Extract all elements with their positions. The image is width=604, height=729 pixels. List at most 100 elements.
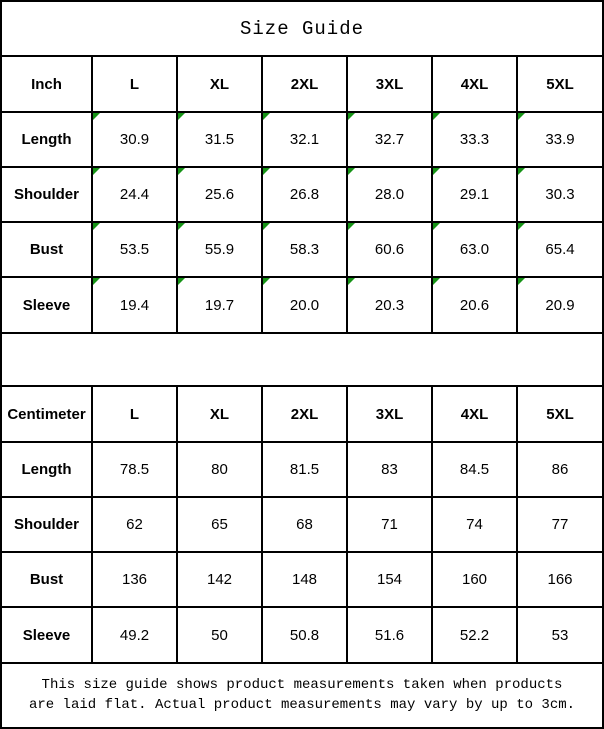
green-corner-triangle-icon <box>93 113 100 120</box>
inch-bust-row: Bust 53.5 55.9 58.3 60.6 63.0 65.4 <box>1 221 603 278</box>
row-label: Sleeve <box>1 606 93 663</box>
measurement-cell: 20.9 <box>516 276 603 333</box>
measurement-cell: 65.4 <box>516 221 603 278</box>
measurement-cell: 74 <box>431 496 518 553</box>
measurement-cell: 83 <box>346 441 433 498</box>
measurement-cell: 32.7 <box>346 111 433 168</box>
measurement-cell: 30.9 <box>91 111 178 168</box>
size-column-header: 4XL <box>431 56 518 113</box>
centimeter-shoulder-row: Shoulder 62 65 68 71 74 77 <box>1 496 603 553</box>
green-corner-triangle-icon <box>518 168 525 175</box>
measurement-cell: 160 <box>431 551 518 608</box>
size-column-header: 5XL <box>516 386 603 443</box>
measurement-cell: 142 <box>176 551 263 608</box>
measurement-cell: 28.0 <box>346 166 433 223</box>
centimeter-bust-row: Bust 136 142 148 154 160 166 <box>1 551 603 608</box>
measurement-cell: 20.6 <box>431 276 518 333</box>
size-column-header: 5XL <box>516 56 603 113</box>
unit-header-centimeter: Centimeter <box>1 386 93 443</box>
measurement-cell: 49.2 <box>91 606 178 663</box>
centimeter-header-row: Centimeter L XL 2XL 3XL 4XL 5XL <box>1 386 603 443</box>
measurement-cell: 77 <box>516 496 603 553</box>
measurement-cell: 33.9 <box>516 111 603 168</box>
green-corner-triangle-icon <box>93 278 100 285</box>
green-corner-triangle-icon <box>263 113 270 120</box>
measurement-cell: 19.4 <box>91 276 178 333</box>
green-corner-triangle-icon <box>348 168 355 175</box>
measurement-cell: 78.5 <box>91 441 178 498</box>
page-title: Size Guide <box>2 2 602 57</box>
measurement-cell: 26.8 <box>261 166 348 223</box>
measurement-cell: 20.0 <box>261 276 348 333</box>
row-label: Shoulder <box>1 166 93 223</box>
measurement-cell: 80 <box>176 441 263 498</box>
size-column-header: 4XL <box>431 386 518 443</box>
size-column-header: XL <box>176 56 263 113</box>
green-corner-triangle-icon <box>178 278 185 285</box>
green-corner-triangle-icon <box>93 223 100 230</box>
green-corner-triangle-icon <box>93 168 100 175</box>
green-corner-triangle-icon <box>433 278 440 285</box>
measurement-cell: 50.8 <box>261 606 348 663</box>
measurement-cell: 84.5 <box>431 441 518 498</box>
measurement-cell: 33.3 <box>431 111 518 168</box>
measurement-cell: 20.3 <box>346 276 433 333</box>
size-column-header: 3XL <box>346 56 433 113</box>
measurement-cell: 63.0 <box>431 221 518 278</box>
measurement-cell: 52.2 <box>431 606 518 663</box>
measurement-cell: 71 <box>346 496 433 553</box>
green-corner-triangle-icon <box>178 113 185 120</box>
row-label: Sleeve <box>1 276 93 333</box>
size-column-header: 3XL <box>346 386 433 443</box>
footer-note: This size guide shows product measuremen… <box>28 676 576 713</box>
measurement-cell: 53 <box>516 606 603 663</box>
inch-size-table: Inch L XL 2XL 3XL 4XL 5XL Length 30.9 31… <box>1 56 603 333</box>
centimeter-size-table: Centimeter L XL 2XL 3XL 4XL 5XL Length 7… <box>1 386 603 663</box>
measurement-cell: 32.1 <box>261 111 348 168</box>
row-label: Length <box>1 441 93 498</box>
measurement-cell: 51.6 <box>346 606 433 663</box>
green-corner-triangle-icon <box>178 223 185 230</box>
measurement-cell: 50 <box>176 606 263 663</box>
measurement-cell: 154 <box>346 551 433 608</box>
green-corner-triangle-icon <box>433 168 440 175</box>
inch-sleeve-row: Sleeve 19.4 19.7 20.0 20.3 20.6 20.9 <box>1 276 603 333</box>
measurement-cell: 166 <box>516 551 603 608</box>
green-corner-triangle-icon <box>518 223 525 230</box>
measurement-cell: 30.3 <box>516 166 603 223</box>
measurement-cell: 19.7 <box>176 276 263 333</box>
inch-header-row: Inch L XL 2XL 3XL 4XL 5XL <box>1 56 603 113</box>
measurement-cell: 24.4 <box>91 166 178 223</box>
spacer-row <box>2 332 602 387</box>
row-label: Shoulder <box>1 496 93 553</box>
centimeter-length-row: Length 78.5 80 81.5 83 84.5 86 <box>1 441 603 498</box>
measurement-cell: 31.5 <box>176 111 263 168</box>
green-corner-triangle-icon <box>263 168 270 175</box>
size-column-header: L <box>91 56 178 113</box>
size-column-header: 2XL <box>261 56 348 113</box>
size-column-header: XL <box>176 386 263 443</box>
inch-shoulder-row: Shoulder 24.4 25.6 26.8 28.0 29.1 30.3 <box>1 166 603 223</box>
row-label: Length <box>1 111 93 168</box>
measurement-cell: 81.5 <box>261 441 348 498</box>
green-corner-triangle-icon <box>348 223 355 230</box>
size-column-header: L <box>91 386 178 443</box>
inch-length-row: Length 30.9 31.5 32.1 32.7 33.3 33.9 <box>1 111 603 168</box>
measurement-cell: 58.3 <box>261 221 348 278</box>
measurement-cell: 68 <box>261 496 348 553</box>
green-corner-triangle-icon <box>433 113 440 120</box>
green-corner-triangle-icon <box>433 223 440 230</box>
measurement-cell: 53.5 <box>91 221 178 278</box>
measurement-cell: 25.6 <box>176 166 263 223</box>
green-corner-triangle-icon <box>348 278 355 285</box>
green-corner-triangle-icon <box>518 113 525 120</box>
green-corner-triangle-icon <box>518 278 525 285</box>
row-label: Bust <box>1 551 93 608</box>
measurement-cell: 86 <box>516 441 603 498</box>
footer-note-box: This size guide shows product measuremen… <box>2 662 602 727</box>
row-label: Bust <box>1 221 93 278</box>
green-corner-triangle-icon <box>178 168 185 175</box>
measurement-cell: 29.1 <box>431 166 518 223</box>
measurement-cell: 136 <box>91 551 178 608</box>
green-corner-triangle-icon <box>263 223 270 230</box>
